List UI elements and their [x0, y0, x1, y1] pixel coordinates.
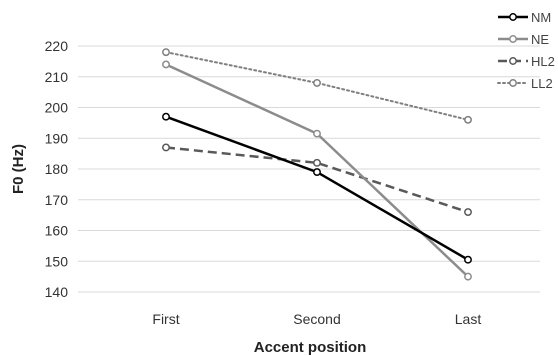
- x-tick-label: Last: [455, 311, 482, 327]
- data-point-hl2: [313, 158, 321, 167]
- legend-marker: [509, 79, 517, 87]
- x-tick-label: First: [152, 311, 179, 327]
- series-line-hl2: [165, 146, 469, 214]
- data-point-nm: [313, 168, 321, 177]
- legend-marker: [509, 57, 517, 65]
- data-point-ne: [464, 272, 472, 281]
- legend-item-hl2: HL2: [498, 54, 555, 69]
- x-axis-ticks: First Second Last: [152, 311, 481, 327]
- y-axis-title: F0 (Hz): [10, 144, 27, 194]
- legend-label: HL2: [531, 54, 555, 69]
- x-axis-title: Accent position: [254, 339, 367, 356]
- legend-item-ne: NE: [498, 32, 549, 47]
- legend-item-ll2: LL2: [497, 76, 553, 91]
- y-tick-label: 220: [45, 38, 69, 54]
- y-tick-label: 180: [45, 161, 69, 177]
- data-point-nm: [464, 255, 472, 264]
- data-point-hl2: [162, 143, 170, 152]
- y-tick-label: 190: [45, 130, 69, 146]
- legend: NM NE HL2 LL2: [497, 10, 555, 91]
- data-point-ll2: [162, 48, 170, 57]
- y-axis-ticks: 140 150 160 170 180 190 200 210 220: [45, 38, 69, 300]
- legend-label: LL2: [531, 76, 553, 91]
- data-point-ll2: [464, 115, 472, 124]
- y-tick-label: 150: [45, 253, 69, 269]
- y-tick-label: 200: [45, 100, 69, 116]
- legend-label: NE: [531, 32, 549, 47]
- legend-label: NM: [531, 10, 551, 25]
- x-tick-label: Second: [293, 311, 340, 327]
- data-point-hl2: [464, 208, 472, 217]
- y-tick-label: 210: [45, 69, 69, 85]
- y-tick-label: 170: [45, 192, 69, 208]
- data-point-ll2: [313, 78, 321, 87]
- data-point-nm: [162, 112, 170, 121]
- legend-marker: [509, 35, 517, 43]
- legend-item-nm: NM: [498, 10, 551, 25]
- y-tick-label: 140: [45, 284, 69, 300]
- legend-marker: [509, 13, 517, 21]
- y-tick-label: 160: [45, 223, 69, 239]
- series-lines: [162, 48, 472, 281]
- data-point-ne: [313, 129, 321, 138]
- data-point-ne: [162, 60, 170, 69]
